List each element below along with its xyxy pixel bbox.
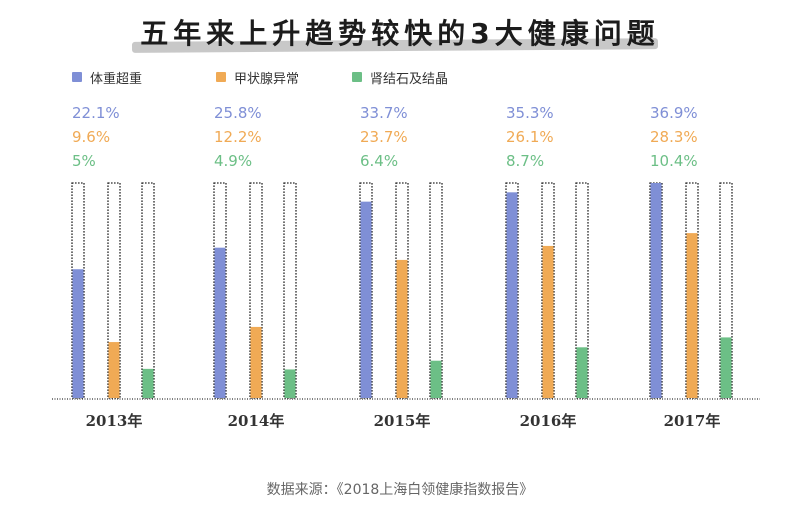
bar	[430, 360, 442, 398]
x-tick-label: 2013年	[86, 412, 143, 430]
data-label: 28.3%	[650, 128, 698, 146]
x-tick-label: 2015年	[374, 412, 431, 430]
x-tick-label: 2016年	[520, 412, 577, 430]
bar-outline	[719, 182, 733, 399]
data-label: 5%	[72, 152, 96, 170]
bar-outline	[213, 182, 227, 399]
data-label: 8.7%	[506, 152, 544, 170]
data-label: 6.4%	[360, 152, 398, 170]
bar	[250, 326, 262, 398]
bar-outline	[283, 182, 297, 399]
data-label: 35.3%	[506, 104, 554, 122]
bar-chart: 22.1% 9.6% 5% 2013年 25.8% 12.2% 4.9% 2014年 33.7%…	[52, 104, 760, 430]
bar	[650, 183, 662, 398]
bar	[396, 259, 408, 398]
bar-outline	[685, 182, 699, 399]
source-note: 数据来源：《2018上海白领健康指数报告》	[266, 482, 534, 498]
bar-outline	[429, 182, 443, 399]
data-label: 22.1%	[72, 104, 120, 122]
data-label: 33.7%	[360, 104, 408, 122]
bar-outline	[541, 182, 555, 399]
bar	[360, 201, 372, 398]
bar-outline	[505, 182, 519, 399]
bar	[214, 247, 226, 398]
title-area: 五年来上升趋势较快的3大健康问题	[0, 6, 800, 56]
bar-outline	[359, 182, 373, 399]
x-tick-label: 2014年	[228, 412, 285, 430]
bar	[108, 342, 120, 398]
data-label: 9.6%	[72, 128, 110, 146]
bar	[542, 245, 554, 398]
bar	[142, 368, 154, 398]
legend-label: 体重超重	[90, 72, 143, 87]
chart-title: 五年来上升趋势较快的3大健康问题	[140, 17, 660, 50]
bar-outline	[575, 182, 589, 399]
data-label: 36.9%	[650, 104, 698, 122]
legend-swatch	[72, 72, 82, 82]
data-label: 12.2%	[214, 128, 262, 146]
bar-outline	[395, 182, 409, 399]
bar-outline	[249, 182, 263, 399]
bar-outline	[141, 182, 155, 399]
data-label: 25.8%	[214, 104, 262, 122]
bar	[284, 369, 296, 398]
legend-swatch	[216, 72, 226, 82]
legend-swatch	[352, 72, 362, 82]
bar	[720, 337, 732, 398]
bar	[72, 269, 84, 398]
data-label: 10.4%	[650, 152, 698, 170]
bar	[686, 233, 698, 398]
data-label: 26.1%	[506, 128, 554, 146]
data-label: 23.7%	[360, 128, 408, 146]
legend-label: 肾结石及结晶	[370, 72, 449, 87]
legend-label: 甲状腺异常	[234, 72, 300, 87]
x-tick-label: 2017年	[664, 412, 721, 430]
bar-outline	[107, 182, 121, 399]
bar-outline	[71, 182, 85, 399]
bar	[506, 192, 518, 398]
data-label: 4.9%	[214, 152, 252, 170]
bar	[576, 347, 588, 398]
